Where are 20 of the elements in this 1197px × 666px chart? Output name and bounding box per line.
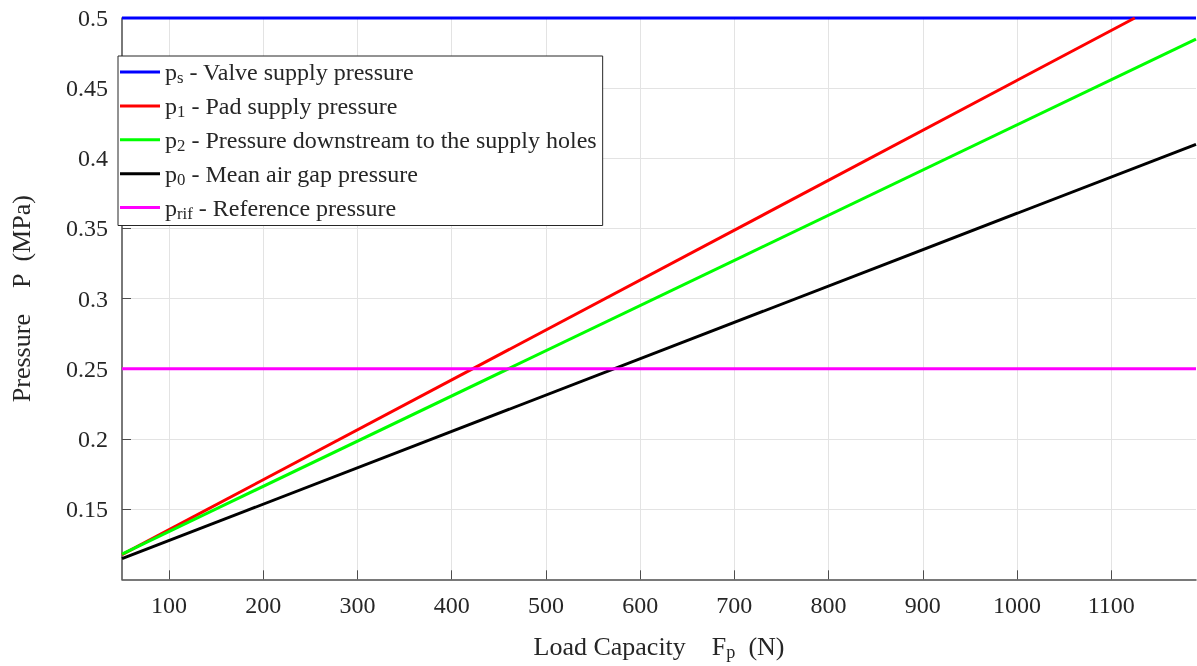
y-tick-label: 0.45 — [66, 75, 108, 102]
x-tick-label: 800 — [810, 592, 847, 619]
y-tick-label: 0.35 — [66, 215, 108, 242]
x-tick-label: 1100 — [1087, 592, 1135, 619]
x-tick-label: 300 — [339, 592, 376, 619]
x-tick-label: 100 — [151, 592, 188, 619]
y-tick-label: 0.2 — [78, 425, 108, 452]
y-tick-label: 0.15 — [66, 496, 108, 523]
x-tick-label: 400 — [433, 592, 470, 619]
y-tick-label: 0.4 — [78, 145, 108, 172]
x-tick-label: 700 — [716, 592, 753, 619]
x-tick-label: 1000 — [993, 592, 1041, 619]
y-tick-label: 0.25 — [66, 355, 108, 382]
y-tick-label: 0.5 — [78, 5, 108, 31]
x-tick-label: 200 — [245, 592, 282, 619]
x-tick-label: 500 — [527, 592, 564, 619]
x-tick-label: 600 — [622, 592, 659, 619]
y-tick-label: 0.3 — [78, 285, 108, 312]
y-axis-title: Pressure P (MPa) — [6, 195, 36, 403]
x-tick-label: 900 — [904, 592, 941, 619]
